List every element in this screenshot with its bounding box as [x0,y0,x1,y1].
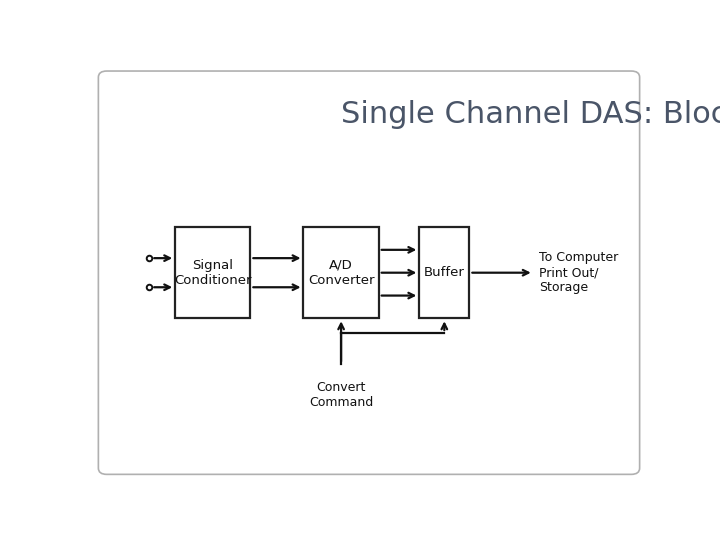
Bar [175,227,251,319]
FancyBboxPatch shape [99,71,639,474]
Text: Signal
Conditioner: Signal Conditioner [174,259,251,287]
Text: Buffer: Buffer [424,266,465,279]
Text: To Computer
Print Out/
Storage: To Computer Print Out/ Storage [539,251,618,294]
Text: Convert
Command: Convert Command [309,381,373,409]
Bar [303,227,379,319]
Text: Single Channel DAS: Block Diagram: Single Channel DAS: Block Diagram [341,100,720,129]
Bar [419,227,469,319]
Text: A/D
Converter: A/D Converter [308,259,374,287]
